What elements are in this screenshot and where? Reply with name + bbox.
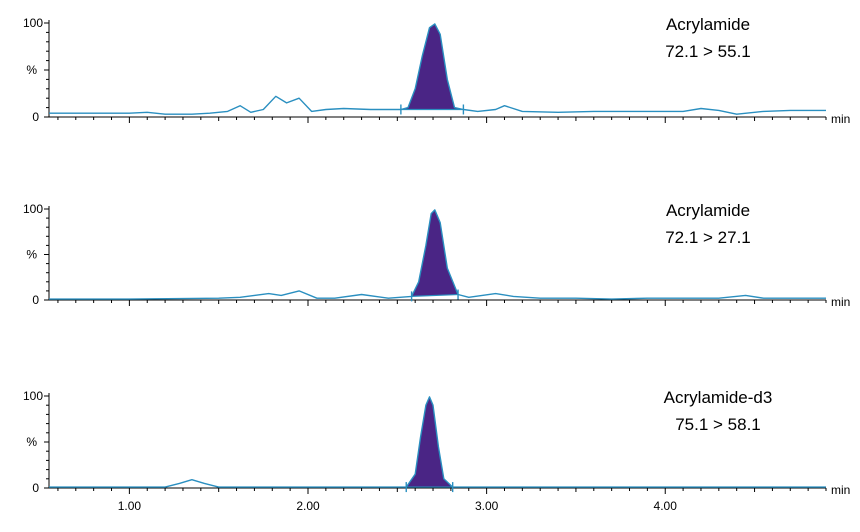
panel-2-y-axis-label: % <box>26 248 37 262</box>
panel-3-x-axis-label: min <box>831 483 850 497</box>
panel-3-x-tick-label-2-00: 2.00 <box>296 499 320 513</box>
panel-3-y-axis-label: % <box>26 435 37 449</box>
panel-1-y-tick-label-0: 0 <box>32 110 39 124</box>
panel-3-x-tick-label-3-00: 3.00 <box>475 499 499 513</box>
panel-3-y-tick-label-0: 0 <box>32 481 39 495</box>
panel-3-transition-label: 75.1 > 58.1 <box>675 415 761 434</box>
panel-1-y-tick-label-100: 100 <box>23 16 43 30</box>
panel-1-y-axis-label: % <box>26 63 37 77</box>
panel-3-y-tick-label-100: 100 <box>23 389 43 403</box>
panel-2-integration-baseline <box>411 293 459 297</box>
panel-2-transition-label: 72.1 > 27.1 <box>665 228 751 247</box>
panel-3-compound-name: Acrylamide-d3 <box>664 388 773 407</box>
panel-2-y-tick-label-0: 0 <box>32 293 39 307</box>
panel-2-x-axis-label: min <box>831 295 850 309</box>
panel-1-compound-name: Acrylamide <box>666 15 750 34</box>
panel-1-transition-label: 72.1 > 55.1 <box>665 42 751 61</box>
panel-3-trace-line <box>49 396 826 488</box>
panel-2-y-tick-label-100: 100 <box>23 202 43 216</box>
panel-3-x-tick-label-1-00: 1.00 <box>118 499 142 513</box>
panel-2-peak-area <box>411 209 459 297</box>
panel-2-trace-line <box>49 209 826 300</box>
panel-1-trace-line <box>49 23 826 115</box>
panel-1-x-axis-label: min <box>831 112 850 126</box>
panel-2-compound-name: Acrylamide <box>666 201 750 220</box>
panel-1-peak-area <box>400 23 464 110</box>
panel-3-peak-area <box>406 396 453 488</box>
panel-3-x-tick-label-4-00: 4.00 <box>654 499 678 513</box>
